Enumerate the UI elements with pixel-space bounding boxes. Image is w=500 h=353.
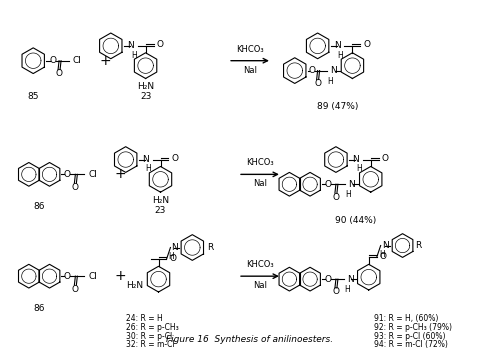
Text: O: O xyxy=(72,285,79,294)
Text: 93: R = p-Cl (60%): 93: R = p-Cl (60%) xyxy=(374,331,446,341)
Text: 94: R = m-Cl (72%): 94: R = m-Cl (72%) xyxy=(374,340,448,349)
Text: H₂N: H₂N xyxy=(152,196,169,205)
Text: O: O xyxy=(172,154,178,163)
Text: 24: R = H: 24: R = H xyxy=(126,314,162,323)
Text: Cl: Cl xyxy=(88,272,97,281)
Text: H: H xyxy=(328,77,334,85)
Text: O: O xyxy=(314,79,321,88)
Text: O: O xyxy=(308,66,315,75)
Text: O: O xyxy=(364,40,370,49)
Text: H: H xyxy=(168,252,174,262)
Text: 86: 86 xyxy=(34,202,45,211)
Text: O: O xyxy=(64,272,71,281)
Text: 86: 86 xyxy=(34,304,45,313)
Text: 23: 23 xyxy=(155,206,166,215)
Text: +: + xyxy=(115,269,126,283)
Text: 23: 23 xyxy=(140,92,151,101)
Text: O: O xyxy=(332,193,340,202)
Text: O: O xyxy=(170,254,176,263)
Text: N: N xyxy=(172,243,178,252)
Text: H: H xyxy=(338,51,344,60)
Text: H: H xyxy=(146,164,152,173)
Text: +: + xyxy=(100,54,112,68)
Text: O: O xyxy=(382,154,388,163)
Text: H: H xyxy=(345,190,350,199)
Text: 26: R = p-CH₃: 26: R = p-CH₃ xyxy=(126,323,178,331)
Text: N: N xyxy=(348,180,354,189)
Text: N: N xyxy=(142,155,148,164)
Text: N: N xyxy=(334,41,340,50)
Text: O: O xyxy=(380,252,386,261)
Text: NaI: NaI xyxy=(253,179,267,188)
Text: 32: R = m-Cl: 32: R = m-Cl xyxy=(126,340,174,349)
Text: Figure 16  Synthesis of anilinoesters.: Figure 16 Synthesis of anilinoesters. xyxy=(166,335,334,345)
Text: H: H xyxy=(356,164,362,173)
Text: N: N xyxy=(347,275,354,284)
Text: 30: R = p-Cl: 30: R = p-Cl xyxy=(126,331,172,341)
Text: KHCO₃: KHCO₃ xyxy=(246,260,274,269)
Text: R: R xyxy=(207,243,214,252)
Text: O: O xyxy=(64,170,71,179)
Text: H: H xyxy=(379,251,384,259)
Text: NaI: NaI xyxy=(243,66,257,74)
Text: N: N xyxy=(330,66,338,75)
Text: N: N xyxy=(127,41,134,50)
Text: H₂N: H₂N xyxy=(126,281,144,289)
Text: O: O xyxy=(50,56,56,65)
Text: 90 (44%): 90 (44%) xyxy=(335,216,376,225)
Text: 91: R = H, (60%): 91: R = H, (60%) xyxy=(374,314,438,323)
Text: KHCO₃: KHCO₃ xyxy=(246,158,274,167)
Text: NaI: NaI xyxy=(253,281,267,290)
Text: Cl: Cl xyxy=(88,170,97,179)
Text: 85: 85 xyxy=(28,92,39,101)
Text: +: + xyxy=(115,167,126,181)
Text: R: R xyxy=(416,241,422,250)
Text: H: H xyxy=(131,51,136,60)
Text: Cl: Cl xyxy=(73,56,82,65)
Text: H: H xyxy=(344,285,350,294)
Text: O: O xyxy=(156,40,164,49)
Text: O: O xyxy=(332,287,340,297)
Text: N: N xyxy=(382,241,388,250)
Text: 92: R = p-CH₃ (79%): 92: R = p-CH₃ (79%) xyxy=(374,323,452,331)
Text: O: O xyxy=(56,69,62,78)
Text: O: O xyxy=(324,275,332,284)
Text: 89 (47%): 89 (47%) xyxy=(317,102,358,111)
Text: O: O xyxy=(72,183,79,192)
Text: O: O xyxy=(324,180,332,189)
Text: KHCO₃: KHCO₃ xyxy=(236,45,264,54)
Text: H₂N: H₂N xyxy=(137,83,154,91)
Text: N: N xyxy=(352,155,359,164)
